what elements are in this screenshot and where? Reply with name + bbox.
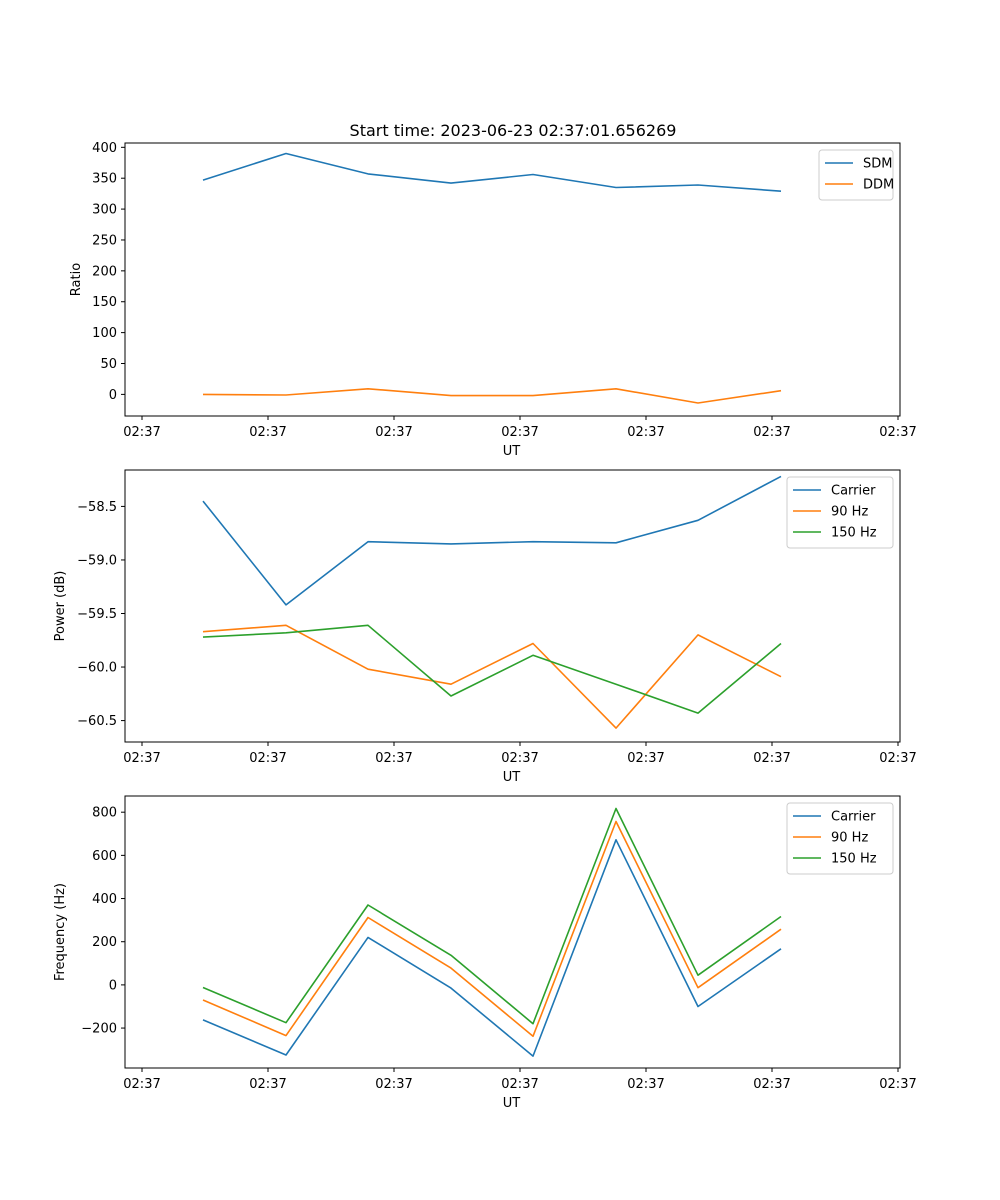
x-tick-label: 02:37 — [249, 751, 286, 766]
series-line-150-hz — [202, 807, 782, 1025]
y-tick-label: −200 — [81, 1022, 117, 1037]
x-tick-label: 02:37 — [627, 425, 664, 440]
y-tick-label: −59.5 — [77, 607, 117, 622]
legend-box — [786, 802, 894, 875]
x-axis-label: UT — [503, 1096, 521, 1111]
legend-entry: 150 Hz — [831, 852, 877, 867]
y-tick-label: 100 — [92, 326, 117, 341]
x-tick-label: 02:37 — [501, 1077, 538, 1092]
x-tick-label: 02:37 — [123, 425, 160, 440]
legend-entry: Carrier — [831, 810, 876, 825]
series-line-90-hz — [202, 820, 782, 1038]
x-axis-label: UT — [503, 444, 521, 459]
legend-entry: 90 Hz — [831, 831, 868, 846]
y-tick-label: 50 — [100, 357, 117, 372]
x-tick-label: 02:37 — [375, 425, 412, 440]
x-tick-label: 02:37 — [879, 425, 916, 440]
x-tick-label: 02:37 — [249, 425, 286, 440]
series-line-ddm — [202, 387, 782, 404]
legend-box — [786, 476, 894, 549]
y-tick-label: 0 — [109, 978, 117, 993]
y-tick-label: 350 — [92, 172, 117, 187]
y-axis-label: Ratio — [69, 263, 84, 296]
chart-panel-2: 02:37 02:37 02:37 02:37 02:37 02:37 02:37 −58.5… — [53, 469, 917, 785]
y-tick-label: −60.5 — [77, 714, 117, 729]
x-tick-label: 02:37 — [627, 751, 664, 766]
legend: Carrier 90 Hz 150 Hz — [786, 802, 894, 875]
x-tick-label: 02:37 — [501, 425, 538, 440]
x-tick-label: 02:37 — [627, 1077, 664, 1092]
y-tick-label: −59.0 — [77, 553, 117, 568]
y-tick-label: −58.5 — [77, 500, 117, 515]
legend-entry: 90 Hz — [831, 505, 868, 520]
y-tick-label: 0 — [109, 388, 117, 403]
chart-panel-3: 02:37 02:37 02:37 02:37 02:37 02:37 02:37 −200 0… — [53, 795, 917, 1111]
x-tick-label: 02:37 — [375, 1077, 412, 1092]
legend-entry: SDM — [863, 157, 892, 172]
y-tick-label: 200 — [92, 264, 117, 279]
legend-entry: DDM — [863, 178, 894, 193]
legend-entry: 150 Hz — [831, 526, 877, 541]
x-tick-label: 02:37 — [879, 1077, 916, 1092]
x-tick-label: 02:37 — [753, 1077, 790, 1092]
x-tick-label: 02:37 — [123, 751, 160, 766]
x-axis-label: UT — [503, 770, 521, 785]
y-tick-label: −60.0 — [77, 661, 117, 676]
axes-frame — [124, 795, 901, 1069]
x-tick-label: 02:37 — [249, 1077, 286, 1092]
axes-frame — [124, 142, 901, 417]
y-axis-label: Frequency (Hz) — [53, 883, 68, 981]
series-line-carrier — [202, 838, 782, 1057]
x-tick-label: 02:37 — [375, 751, 412, 766]
axes-frame — [124, 469, 901, 743]
legend: Carrier 90 Hz 150 Hz — [786, 476, 894, 549]
y-tick-label: 400 — [92, 141, 117, 156]
y-tick-label: 300 — [92, 203, 117, 218]
y-tick-label: 250 — [92, 233, 117, 248]
legend: SDM DDM — [818, 149, 894, 201]
y-tick-label: 150 — [92, 295, 117, 310]
legend-entry: Carrier — [831, 484, 876, 499]
y-tick-label: 200 — [92, 935, 117, 950]
series-line-carrier — [202, 475, 782, 606]
y-tick-label: 600 — [92, 849, 117, 864]
x-tick-label: 02:37 — [501, 751, 538, 766]
x-tick-label: 02:37 — [123, 1077, 160, 1092]
series-line-90-hz — [202, 624, 782, 729]
y-tick-label: 400 — [92, 892, 117, 907]
chart-panel-1: 02:37 02:37 02:37 02:37 02:37 02:37 02:37 0 50 10… — [69, 141, 917, 459]
y-tick-label: 800 — [92, 806, 117, 821]
y-axis-label: Power (dB) — [53, 571, 68, 642]
series-line-150-hz — [202, 624, 782, 714]
series-line-sdm — [202, 152, 782, 192]
x-tick-label: 02:37 — [879, 751, 916, 766]
figure-title: Start time: 2023-06-23 02:37:01.656269 — [350, 121, 677, 140]
x-tick-label: 02:37 — [753, 751, 790, 766]
x-tick-label: 02:37 — [753, 425, 790, 440]
